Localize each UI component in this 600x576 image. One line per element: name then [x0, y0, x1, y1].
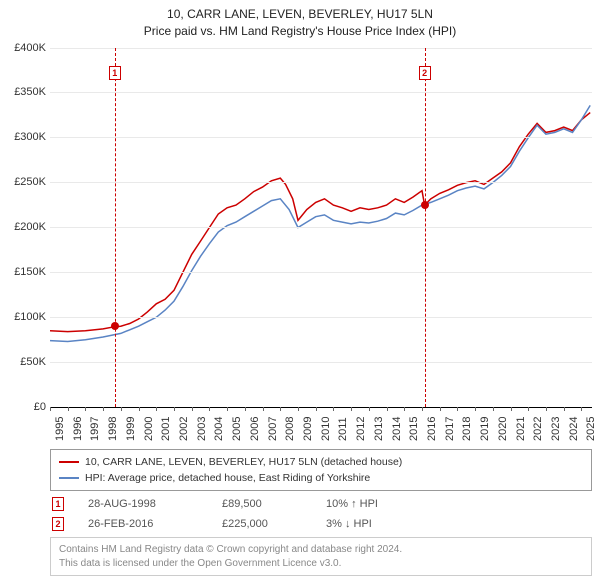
chart-area: £0£50K£100K£150K£200K£250K£300K£350K£400…	[50, 48, 592, 408]
y-axis-label: £100K	[2, 311, 46, 323]
x-axis-label: 2000	[143, 417, 155, 441]
x-axis-label: 2018	[461, 417, 473, 441]
sale-date: 28-AUG-1998	[88, 498, 198, 510]
x-axis-label: 2023	[550, 417, 562, 441]
legend-label: 10, CARR LANE, LEVEN, BEVERLEY, HU17 5LN…	[85, 456, 402, 468]
legend-swatch	[59, 461, 79, 463]
y-axis-label: £50K	[2, 356, 46, 368]
sale-marker-number: 1	[52, 497, 64, 511]
x-axis-label: 2003	[196, 417, 208, 441]
x-axis-label: 2021	[515, 417, 527, 441]
license-notice: Contains HM Land Registry data © Crown c…	[50, 537, 592, 576]
x-axis-label: 1997	[89, 417, 101, 441]
x-axis-label: 1998	[107, 417, 119, 441]
license-line: This data is licensed under the Open Gov…	[59, 557, 583, 571]
sale-marker-dot	[421, 201, 429, 209]
sale-row: 1 28-AUG-1998 £89,500 10% ↑ HPI	[50, 491, 592, 511]
title-line-2: Price paid vs. HM Land Registry's House …	[0, 23, 600, 40]
license-line: Contains HM Land Registry data © Crown c…	[59, 543, 583, 557]
x-axis-label: 1995	[54, 417, 66, 441]
x-axis-label: 2005	[231, 417, 243, 441]
x-axis-label: 2020	[497, 417, 509, 441]
y-axis-label: £0	[2, 401, 46, 413]
sale-marker-box: 1	[109, 66, 121, 80]
legend-label: HPI: Average price, detached house, East…	[85, 472, 370, 484]
x-axis-label: 2002	[178, 417, 190, 441]
sale-marker-line	[115, 48, 116, 407]
chart-title-block: 10, CARR LANE, LEVEN, BEVERLEY, HU17 5LN…	[0, 0, 600, 40]
legend-row: 10, CARR LANE, LEVEN, BEVERLEY, HU17 5LN…	[59, 454, 583, 470]
arrow-up-icon: ↑	[351, 498, 357, 510]
x-axis-label: 2013	[373, 417, 385, 441]
y-axis-label: £250K	[2, 176, 46, 188]
legend: 10, CARR LANE, LEVEN, BEVERLEY, HU17 5LN…	[50, 449, 592, 491]
x-axis-label: 2004	[213, 417, 225, 441]
sale-hpi-diff: 10% ↑ HPI	[326, 498, 378, 510]
arrow-down-icon: ↓	[345, 518, 351, 530]
x-axis-label: 2001	[160, 417, 172, 441]
y-axis-label: £300K	[2, 131, 46, 143]
x-axis-label: 2006	[249, 417, 261, 441]
legend-swatch	[59, 477, 79, 479]
x-axis-label: 2022	[532, 417, 544, 441]
x-axis-label: 1999	[125, 417, 137, 441]
x-axis-label: 2025	[585, 417, 597, 441]
x-axis-label: 2016	[426, 417, 438, 441]
sale-marker-line	[425, 48, 426, 407]
sale-marker-box: 2	[419, 66, 431, 80]
x-axis-label: 2017	[444, 417, 456, 441]
x-axis-label: 2011	[337, 417, 349, 441]
x-axis-label: 2010	[320, 417, 332, 441]
x-axis-label: 2007	[267, 417, 279, 441]
y-axis-label: £350K	[2, 86, 46, 98]
sale-marker-number: 2	[52, 517, 64, 531]
x-axis-label: 2012	[355, 417, 367, 441]
x-axis-label: 2009	[302, 417, 314, 441]
x-axis-label: 1996	[72, 417, 84, 441]
sale-price: £89,500	[222, 498, 302, 510]
y-axis-label: £400K	[2, 42, 46, 54]
sale-price: £225,000	[222, 518, 302, 530]
sale-row: 2 26-FEB-2016 £225,000 3% ↓ HPI	[50, 511, 592, 531]
y-axis-label: £150K	[2, 266, 46, 278]
legend-and-sales: 10, CARR LANE, LEVEN, BEVERLEY, HU17 5LN…	[50, 449, 592, 576]
sale-date: 26-FEB-2016	[88, 518, 198, 530]
legend-row: HPI: Average price, detached house, East…	[59, 470, 583, 486]
title-line-1: 10, CARR LANE, LEVEN, BEVERLEY, HU17 5LN	[0, 6, 600, 23]
x-axis-label: 2008	[284, 417, 296, 441]
x-axis-label: 2024	[568, 417, 580, 441]
y-axis-label: £200K	[2, 221, 46, 233]
x-axis-label: 2015	[408, 417, 420, 441]
x-axis-label: 2014	[391, 417, 403, 441]
sale-hpi-diff: 3% ↓ HPI	[326, 518, 372, 530]
x-axis-label: 2019	[479, 417, 491, 441]
